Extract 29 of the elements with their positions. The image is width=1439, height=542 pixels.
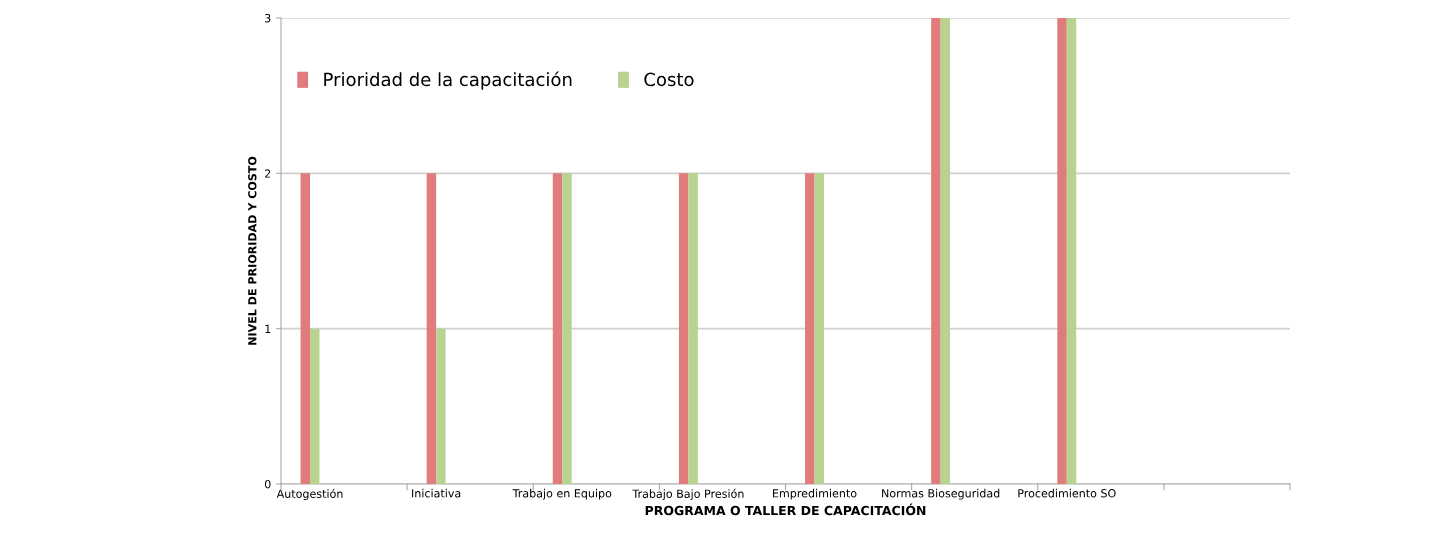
bar	[562, 173, 572, 484]
x-tick-label: Iniciativa	[412, 488, 461, 498]
y-tick-label: 3	[265, 13, 271, 23]
legend-label: Prioridad de la capacitación	[324, 71, 572, 90]
bar	[814, 173, 824, 484]
bar	[805, 173, 815, 484]
x-tick-label: Trabajo en Equipo	[512, 488, 612, 500]
bar	[552, 173, 563, 484]
bar	[1066, 18, 1077, 484]
x-tick-label: Trabajo Bajo Presión	[632, 488, 744, 501]
x-tick-label: Normas Bioseguridad	[882, 488, 1000, 500]
y-axis-title: NIVEL DE PRIORIDAD Y COSTO	[248, 156, 257, 345]
bar	[688, 173, 698, 484]
x-tick-label: Empredimiento	[773, 488, 857, 500]
bar	[940, 18, 951, 484]
bar	[931, 18, 941, 484]
bar	[300, 173, 311, 484]
x-tick-label: Autogestión	[276, 488, 343, 501]
x-tick-label: Procedimiento SO	[1018, 488, 1116, 498]
bar	[310, 328, 320, 484]
y-tick-label: 2	[265, 169, 271, 178]
x-axis-title: PROGRAMA O TALLER DE CAPACITACIÓN	[645, 503, 926, 516]
bar	[1057, 18, 1067, 484]
bar	[426, 173, 437, 484]
bar	[436, 328, 446, 484]
bar	[678, 173, 689, 484]
legend-label: Costo	[644, 72, 694, 87]
y-tick-label: 1	[265, 324, 271, 333]
y-tick-label: 0	[264, 479, 271, 489]
